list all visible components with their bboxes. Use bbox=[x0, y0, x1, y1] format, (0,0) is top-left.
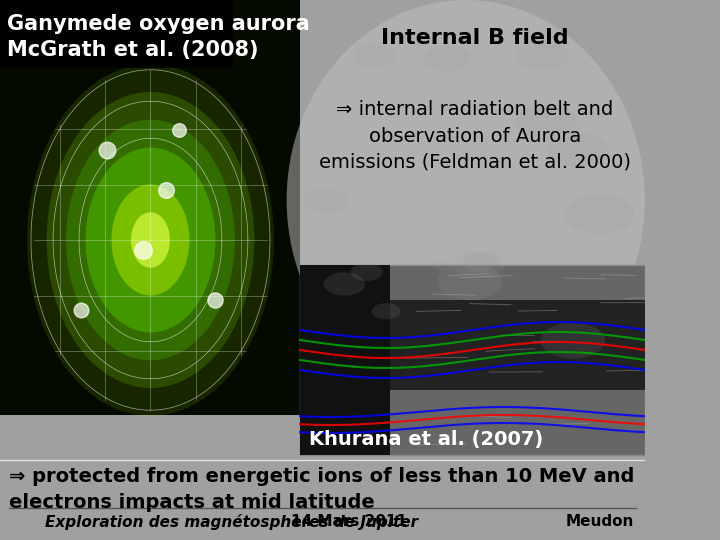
Ellipse shape bbox=[351, 263, 382, 281]
Text: ⇒ protected from energetic ions of less than 10 MeV and
electrons impacts at mid: ⇒ protected from energetic ions of less … bbox=[9, 467, 634, 512]
Bar bbox=[300, 265, 390, 455]
Text: Meudon: Meudon bbox=[566, 514, 634, 529]
Ellipse shape bbox=[323, 272, 365, 295]
Bar bbox=[300, 300, 645, 390]
Ellipse shape bbox=[433, 261, 451, 271]
Bar bbox=[0, 0, 300, 410]
Text: Exploration des magnétosphères de Jupiter: Exploration des magnétosphères de Jupite… bbox=[45, 514, 418, 530]
Text: 14 Mars 2011: 14 Mars 2011 bbox=[292, 514, 408, 529]
Point bbox=[75, 306, 86, 314]
Ellipse shape bbox=[437, 264, 502, 300]
Ellipse shape bbox=[518, 42, 570, 71]
Point bbox=[102, 146, 113, 154]
Ellipse shape bbox=[514, 104, 577, 139]
Ellipse shape bbox=[564, 194, 635, 234]
Bar bbox=[300, 265, 645, 455]
Ellipse shape bbox=[547, 132, 609, 167]
Ellipse shape bbox=[454, 251, 505, 279]
Ellipse shape bbox=[353, 44, 395, 68]
Point bbox=[160, 186, 171, 194]
Point bbox=[174, 126, 185, 134]
Ellipse shape bbox=[372, 303, 400, 319]
Bar bbox=[0, 0, 300, 415]
Ellipse shape bbox=[541, 322, 605, 359]
Point bbox=[210, 296, 221, 305]
Ellipse shape bbox=[66, 120, 235, 360]
Bar bbox=[0, 0, 233, 68]
Ellipse shape bbox=[423, 44, 471, 71]
Text: Khurana et al. (2007): Khurana et al. (2007) bbox=[309, 430, 544, 449]
Ellipse shape bbox=[464, 253, 497, 272]
Text: Ganymede oxygen aurora
McGrath et al. (2008): Ganymede oxygen aurora McGrath et al. (2… bbox=[7, 14, 310, 60]
Ellipse shape bbox=[86, 147, 215, 333]
Ellipse shape bbox=[303, 188, 348, 213]
Text: ⇒ internal radiation belt and
observation of Aurora
emissions (Feldman et al. 20: ⇒ internal radiation belt and observatio… bbox=[319, 100, 631, 172]
Ellipse shape bbox=[287, 0, 645, 400]
Ellipse shape bbox=[47, 92, 254, 388]
Text: Internal B field: Internal B field bbox=[381, 28, 569, 48]
Point bbox=[138, 246, 149, 254]
Ellipse shape bbox=[131, 212, 170, 268]
Ellipse shape bbox=[112, 185, 189, 295]
Ellipse shape bbox=[27, 64, 274, 416]
